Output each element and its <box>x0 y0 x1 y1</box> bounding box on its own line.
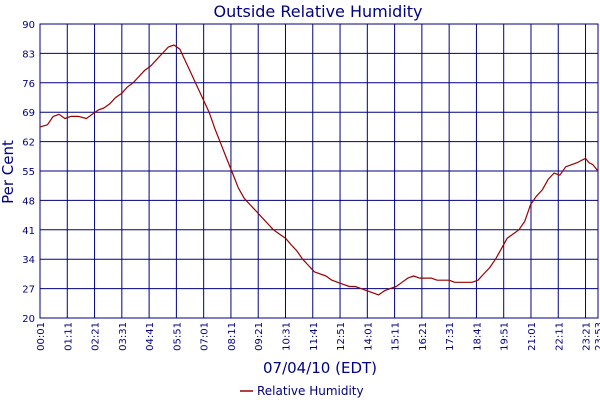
series-layer <box>39 44 599 296</box>
y-tick-label: 55 <box>22 167 35 178</box>
chart-title: Outside Relative Humidity <box>213 2 422 21</box>
x-tick-label: 16:21 <box>418 322 429 351</box>
y-tick-label: 83 <box>22 49 35 60</box>
x-tick-label: 23:21 <box>582 322 593 351</box>
y-axis-ticks: 20 27 34 41 48 55 62 69 76 83 90 <box>22 20 35 325</box>
series-line-relative-humidity <box>39 44 599 296</box>
y-tick-label: 76 <box>22 79 35 90</box>
x-axis-label: 07/04/10 (EDT) <box>263 359 377 377</box>
y-axis-label: Per Cent <box>0 140 17 204</box>
x-tick-label: 18:41 <box>472 322 483 351</box>
x-tick-label: 11:41 <box>309 322 320 351</box>
x-tick-label: 08:11 <box>227 322 238 351</box>
x-tick-label: 17:31 <box>445 322 456 351</box>
y-tick-label: 90 <box>22 20 35 31</box>
x-tick-label: 00:01 <box>36 322 47 351</box>
x-tick-label: 23:53 <box>594 322 600 351</box>
x-tick-label: 09:21 <box>254 322 265 351</box>
x-tick-label: 04:41 <box>145 322 156 351</box>
legend: Relative Humidity <box>240 384 364 398</box>
x-tick-label: 12:51 <box>336 322 347 351</box>
x-tick-label: 01:11 <box>63 322 74 351</box>
y-tick-label: 27 <box>22 285 35 296</box>
y-tick-label: 41 <box>22 226 35 237</box>
x-tick-label: 21:01 <box>527 322 538 351</box>
y-tick-label: 34 <box>22 255 35 266</box>
x-tick-label: 02:21 <box>91 322 102 351</box>
x-tick-label: 19:51 <box>500 322 511 351</box>
legend-label: Relative Humidity <box>257 384 364 398</box>
x-axis-ticks: 00:01 01:11 02:21 03:31 04:41 05:51 07:01 08:11… <box>36 322 600 351</box>
x-tick-label: 10:31 <box>281 322 292 351</box>
x-tick-label: 07:01 <box>200 322 211 351</box>
x-tick-label: 03:31 <box>118 322 129 351</box>
y-tick-label: 48 <box>22 196 35 207</box>
y-tick-label: 69 <box>22 108 35 119</box>
y-tick-label: 62 <box>22 138 35 149</box>
x-tick-label: 05:51 <box>172 322 183 351</box>
x-tick-label: 14:01 <box>363 322 374 351</box>
y-tick-label: 20 <box>22 314 35 325</box>
x-tick-label: 15:11 <box>391 322 402 351</box>
x-tick-label: 22:11 <box>554 322 565 351</box>
